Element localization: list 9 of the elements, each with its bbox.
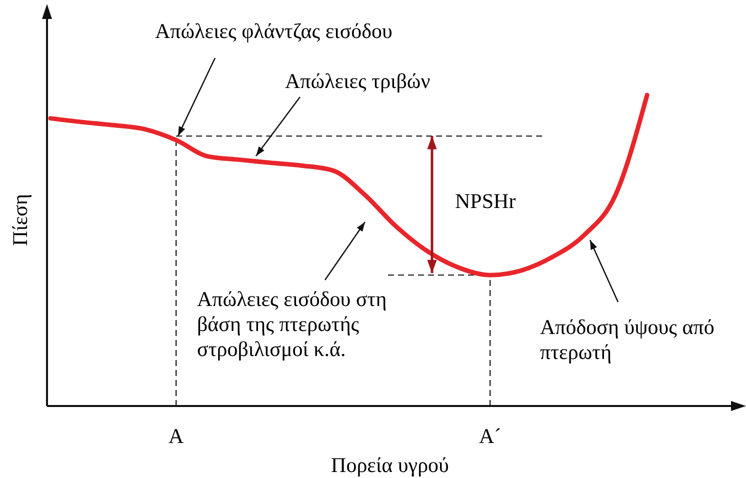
text: Απώλειες τριβών <box>285 69 430 93</box>
x-tick-label: A´ <box>479 424 502 448</box>
x-axis-title: Πορεία υγρού <box>331 453 449 477</box>
annotation: NPSHr <box>455 189 516 213</box>
x-tick-label: A <box>168 424 185 448</box>
annotation: Απώλειες εισόδου στη βάση της πτερωτής στροβιλισμοί κ.ά. <box>197 287 387 361</box>
text: Απώλειες φλάντζας εισόδου <box>155 19 392 43</box>
annotation: Απόδοση ύψους από πτερωτή <box>540 315 714 364</box>
y-axis-title: Πίεση <box>8 194 32 246</box>
